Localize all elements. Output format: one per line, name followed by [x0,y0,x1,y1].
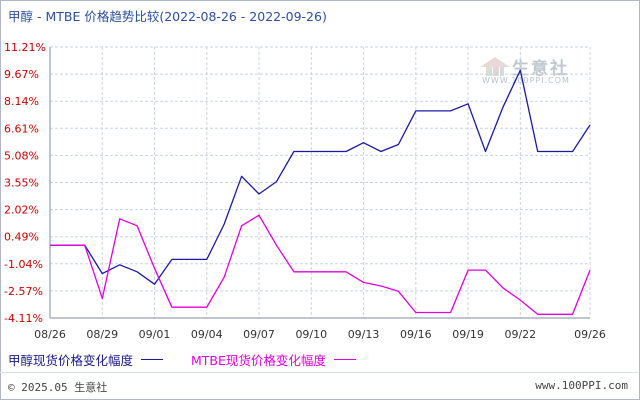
x-tick-label: 09/26 [574,328,606,341]
legend-item-series-2: MTBE现货价格变化幅度 [191,350,356,369]
y-tick-label: 9.67% [4,68,39,81]
x-tick-label: 09/01 [139,328,171,341]
y-tick-label: 8.14% [4,95,39,108]
legend-label-series-1: 甲醇现货价格变化幅度 [8,353,134,368]
legend: 甲醇现货价格变化幅度 MTBE现货价格变化幅度 [8,350,384,369]
site-url-link[interactable]: www.100PPI.com [535,379,628,392]
y-tick-label: -2.57% [4,285,43,298]
y-tick-label: 11.21% [4,41,46,54]
grid-lines [49,46,591,319]
footer: © 2025.05 生意社 www.100PPI.com [0,372,638,399]
x-tick-label: 09/07 [243,328,275,341]
x-tick-label: 09/16 [400,328,432,341]
legend-label-series-2: MTBE现货价格变化幅度 [191,353,326,368]
legend-swatch-series-1 [141,359,164,360]
y-tick-label: -4.11% [4,312,43,325]
x-tick-label: 08/26 [34,328,66,341]
series-line-2 [50,214,591,315]
y-tick-label: 0.49% [4,231,39,244]
chart-title: 甲醇 - MTBE 价格趋势比较(2022-08-26 - 2022-09-26… [8,9,327,24]
line-chart: 11.21% 9.67% 8.14% 6.61% 5.08% 3.55% 2.02% 0.49… [4,41,606,341]
x-tick-label: 09/04 [191,328,223,341]
y-tick-label: 6.61% [4,122,39,135]
house-logo-icon [480,56,510,76]
x-tick-label: 09/13 [348,328,380,341]
legend-swatch-series-2 [333,359,356,360]
watermark-url: WWW.100PPI.COM [482,76,570,85]
series-line-1 [50,69,591,285]
x-tick-labels: 08/26 08/29 09/01 09/04 09/07 09/10 09/13 09/16… [34,328,606,341]
x-tick-label: 08/29 [86,328,118,341]
axes [49,47,590,319]
series-lines [50,69,591,315]
y-tick-label: -1.04% [4,258,43,271]
y-tick-label: 5.08% [4,149,39,162]
x-tick-label: 09/19 [452,328,484,341]
legend-item-series-1: 甲醇现货价格变化幅度 [8,350,164,369]
x-tick-label: 09/10 [295,328,327,341]
y-tick-label: 3.55% [4,177,39,190]
y-tick-label: 2.02% [4,204,39,217]
copyright-text: © 2025.05 生意社 [8,381,108,394]
y-tick-labels: 11.21% 9.67% 8.14% 6.61% 5.08% 3.55% 2.02% 0.49… [4,41,46,325]
x-tick-label: 09/22 [504,328,536,341]
